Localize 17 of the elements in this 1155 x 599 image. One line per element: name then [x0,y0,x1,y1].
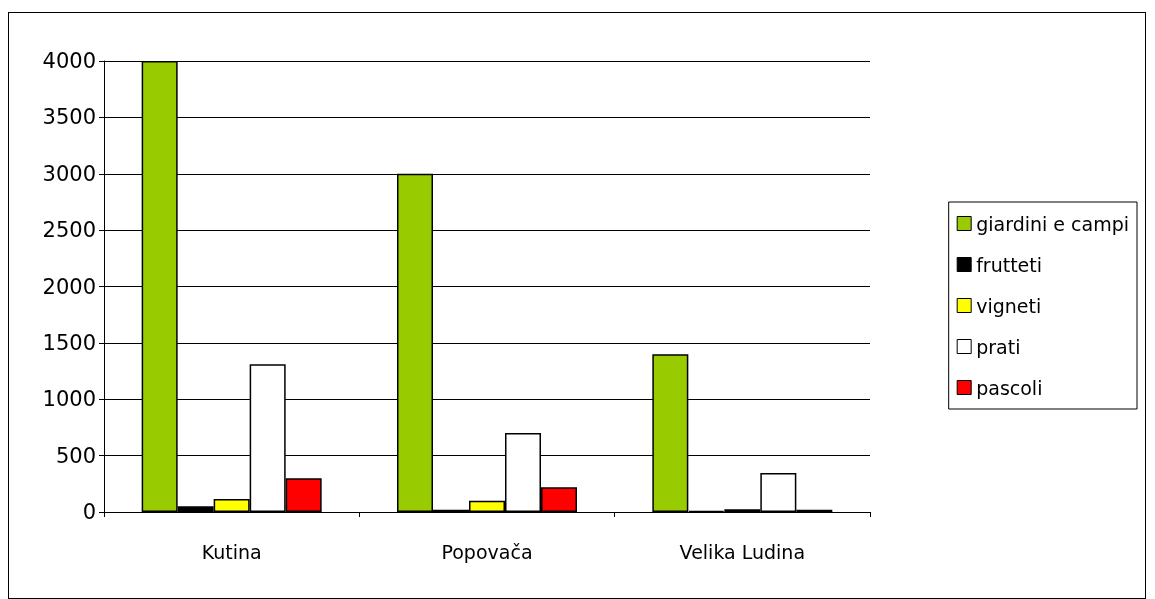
y-tick-label: 3000 [42,161,96,186]
y-tick-label: 0 [82,500,96,524]
y-tick-label: 1500 [42,330,96,355]
x-tick-label: Popovača [441,540,533,563]
legend-label: giardini e campi [976,212,1129,235]
y-tick-label: 500 [55,443,96,468]
y-tick-label: 2500 [42,218,96,243]
x-tick-label: Velika Ludina [679,540,806,563]
legend-label: pascoli [976,376,1043,399]
y-tick-label: 2000 [42,274,96,299]
legend-label: frutteti [976,253,1043,276]
legend-label: vigneti [976,294,1042,317]
legend-label: prati [976,335,1021,358]
y-tick-label: 4000 [42,49,96,73]
x-tick-label: Kutina [201,540,262,563]
y-tick-label: 3500 [42,105,96,130]
y-tick-label: 1000 [42,387,96,412]
